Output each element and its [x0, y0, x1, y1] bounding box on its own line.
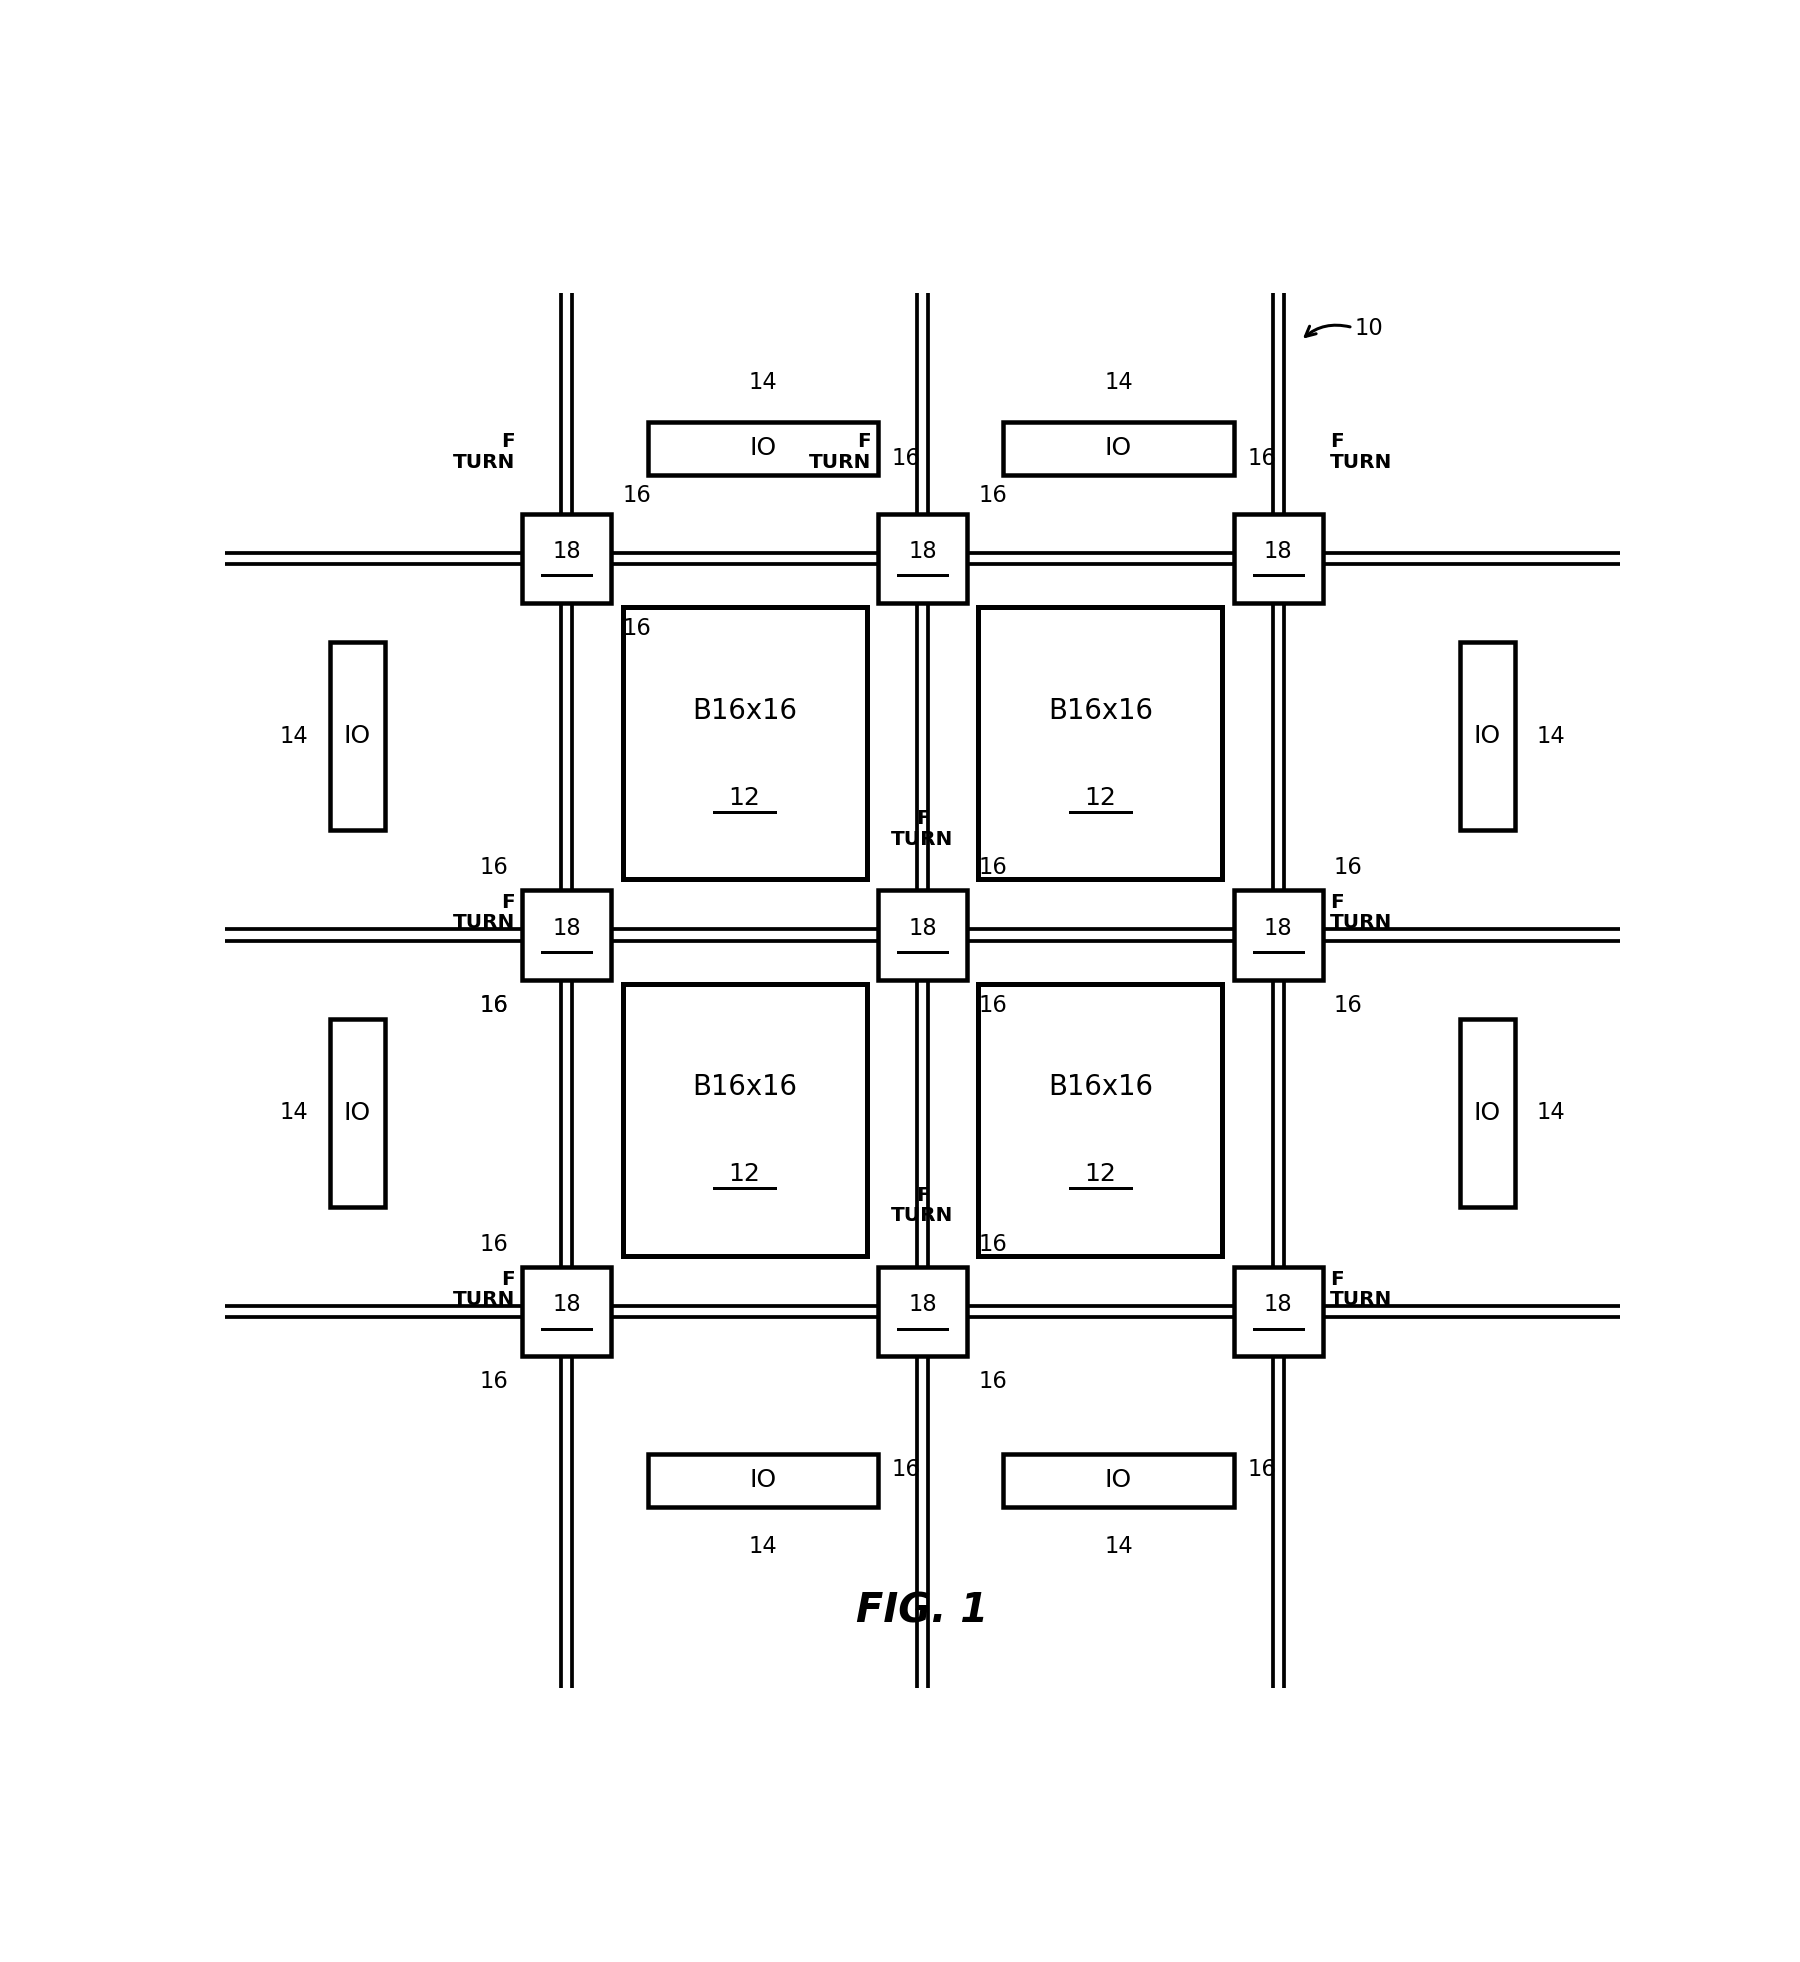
Text: 14: 14 [1103, 1534, 1132, 1558]
Bar [878, 891, 967, 979]
Text: 16: 16 [979, 993, 1006, 1016]
Text: 18: 18 [1264, 916, 1292, 940]
Bar [623, 606, 868, 879]
Text: 14: 14 [1103, 371, 1132, 394]
Bar [878, 514, 967, 602]
Text: 16: 16 [1334, 993, 1363, 1016]
Text: IO: IO [749, 436, 776, 461]
Text: 16: 16 [1334, 855, 1363, 879]
Text: FIG. 1: FIG. 1 [857, 1591, 988, 1632]
Text: 16: 16 [1247, 447, 1276, 471]
Text: 18: 18 [553, 916, 581, 940]
Text: IO: IO [344, 1101, 371, 1124]
Text: 14: 14 [281, 724, 310, 748]
Text: 16: 16 [979, 855, 1006, 879]
Text: B16x16: B16x16 [1048, 1073, 1152, 1101]
Bar [1233, 1267, 1323, 1356]
Text: 16: 16 [891, 447, 920, 471]
Bar [329, 1018, 385, 1207]
Text: F
TURN: F TURN [808, 432, 871, 473]
Bar [1460, 1018, 1516, 1207]
Bar [522, 891, 612, 979]
Bar [648, 422, 878, 475]
Text: 18: 18 [553, 540, 581, 563]
Bar [329, 642, 385, 830]
Text: IO: IO [1474, 724, 1501, 748]
Bar [878, 1267, 967, 1356]
Bar [522, 1267, 612, 1356]
Text: 16: 16 [479, 993, 508, 1016]
Text: 16: 16 [1247, 1458, 1276, 1481]
Text: 18: 18 [553, 1293, 581, 1317]
Text: F
TURN: F TURN [891, 1185, 954, 1224]
Text: 14: 14 [749, 371, 778, 394]
Text: F
TURN: F TURN [454, 1269, 515, 1309]
Text: F
TURN: F TURN [1330, 893, 1391, 932]
Text: F
TURN: F TURN [454, 893, 515, 932]
Text: IO: IO [344, 724, 371, 748]
Text: B16x16: B16x16 [693, 697, 797, 724]
Text: 18: 18 [1264, 1293, 1292, 1317]
Text: IO: IO [1474, 1101, 1501, 1124]
Bar [1460, 642, 1516, 830]
Text: 14: 14 [1537, 724, 1564, 748]
Text: IO: IO [749, 1468, 776, 1493]
Text: 14: 14 [1537, 1101, 1564, 1124]
Bar [648, 1454, 878, 1507]
Text: 12: 12 [729, 785, 761, 810]
Bar [1233, 514, 1323, 602]
Text: 16: 16 [479, 993, 508, 1016]
Text: F
TURN: F TURN [1330, 1269, 1391, 1309]
Text: 16: 16 [623, 485, 652, 506]
Text: 16: 16 [979, 1369, 1006, 1393]
Text: B16x16: B16x16 [1048, 697, 1152, 724]
Text: IO: IO [1105, 1468, 1132, 1493]
Bar [1233, 891, 1323, 979]
Text: 18: 18 [909, 540, 936, 563]
Text: 18: 18 [909, 916, 936, 940]
Bar [522, 514, 612, 602]
Text: 12: 12 [729, 1162, 761, 1187]
Text: F
TURN: F TURN [1330, 432, 1391, 473]
Text: 18: 18 [1264, 540, 1292, 563]
Text: 18: 18 [909, 1293, 936, 1317]
Text: 16: 16 [979, 485, 1006, 506]
Bar [979, 606, 1222, 879]
Text: 16: 16 [479, 1369, 508, 1393]
Bar [623, 983, 868, 1256]
Text: 12: 12 [1084, 1162, 1116, 1187]
Text: 14: 14 [749, 1534, 778, 1558]
Text: 16: 16 [623, 616, 652, 640]
Text: 16: 16 [479, 855, 508, 879]
Text: 10: 10 [1355, 316, 1382, 339]
Text: 16: 16 [891, 1458, 920, 1481]
Text: F
TURN: F TURN [891, 808, 954, 848]
Text: 16: 16 [479, 1232, 508, 1256]
Text: 16: 16 [979, 1232, 1006, 1256]
Bar [979, 983, 1222, 1256]
Text: F
TURN: F TURN [454, 432, 515, 473]
Text: 14: 14 [281, 1101, 310, 1124]
Text: IO: IO [1105, 436, 1132, 461]
Bar [1003, 422, 1233, 475]
Bar [1003, 1454, 1233, 1507]
Text: B16x16: B16x16 [693, 1073, 797, 1101]
Text: 12: 12 [1084, 785, 1116, 810]
